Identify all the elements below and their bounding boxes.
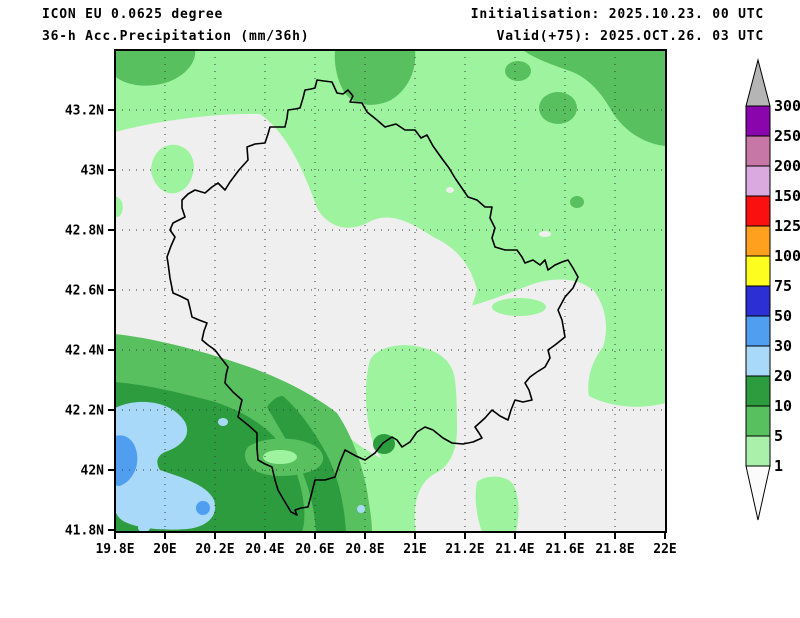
precip-dot-blue-lower <box>196 501 210 515</box>
colorbar: 300 250 200 150 125 100 75 50 30 20 10 5… <box>745 58 800 521</box>
precip-blob-north-small <box>505 61 531 81</box>
lat-axis-label: 42.2N <box>65 404 104 419</box>
colorbar-segment <box>745 105 771 137</box>
colorbar-segment <box>745 285 771 317</box>
colorbar-label: 10 <box>774 397 792 415</box>
dry-region-southeast <box>414 279 666 532</box>
lon-axis-label: 21.8E <box>595 542 634 557</box>
colorbar-label: 300 <box>774 97 800 115</box>
kosovo-border-outline <box>166 79 579 516</box>
precip-dot-blue-upper <box>218 418 228 426</box>
colorbar-label: 150 <box>774 187 800 205</box>
lon-axis-label: 21.6E <box>545 542 584 557</box>
colorbar-label: 30 <box>774 337 792 355</box>
colorbar-label: 50 <box>774 307 792 325</box>
lat-axis-label: 42.8N <box>65 224 104 239</box>
lon-axis-label: 22E <box>653 542 676 557</box>
precip-dot-blue-bottom <box>138 524 150 532</box>
dry-speck-1 <box>446 187 454 193</box>
header-valid-time: Valid(+75): 2025.OCT.26. 03 UTC <box>496 29 764 44</box>
header-model-title: ICON EU 0.0625 degree <box>42 7 224 22</box>
lon-axis-label: 20.4E <box>245 542 284 557</box>
precip-blob-north-tip <box>334 50 416 105</box>
colorbar-segment <box>745 135 771 167</box>
lon-axis-label: 20.8E <box>345 542 384 557</box>
colorbar-under-arrow <box>745 465 771 521</box>
colorbar-segment <box>745 255 771 287</box>
colorbar-segment <box>745 405 771 437</box>
precip-core-light-blue <box>115 401 216 530</box>
colorbar-label: 200 <box>774 157 800 175</box>
lon-axis-label: 20.2E <box>195 542 234 557</box>
precip-blob-top-left-corner <box>115 50 196 86</box>
colorbar-segment <box>745 225 771 257</box>
colorbar-segment <box>745 165 771 197</box>
colorbar-label: 100 <box>774 247 800 265</box>
colorbar-label: 5 <box>774 427 783 445</box>
lon-axis-label: 20.6E <box>295 542 334 557</box>
precip-dot-east <box>570 196 584 208</box>
colorbar-label: 75 <box>774 277 792 295</box>
precip-blob-top-right-corner <box>523 50 666 146</box>
precip-hole-light <box>263 450 297 464</box>
lon-axis-label: 21E <box>403 542 426 557</box>
lat-axis-label: 43N <box>81 164 105 179</box>
header-product-title: 36-h Acc.Precipitation (mm/36h) <box>42 29 310 44</box>
lat-axis-label: 42.4N <box>65 344 104 359</box>
lat-axis-label: 43.2N <box>65 104 104 119</box>
colorbar-over-arrow <box>745 58 771 107</box>
lon-axis-label: 20E <box>153 542 176 557</box>
lon-axis-label: 21.2E <box>445 542 484 557</box>
axis-ticks <box>108 109 666 539</box>
map-figure: 43.2N 43N 42.8N 42.6N 42.4N 42.2N 42N 41… <box>65 49 677 557</box>
colorbar-segment <box>745 195 771 227</box>
precip-blob-northeast <box>539 92 577 124</box>
header-init-time: Initialisation: 2025.10.23. 00 UTC <box>470 7 764 22</box>
precip-bump-west-edge <box>115 196 123 217</box>
colorbar-segment <box>745 315 771 347</box>
precip-tongue-bottom <box>475 476 519 532</box>
graticule <box>115 50 666 532</box>
precip-patch-east <box>492 298 546 316</box>
colorbar-segment <box>745 435 771 467</box>
colorbar-label: 250 <box>774 127 800 145</box>
colorbar-label: 1 <box>774 457 783 475</box>
lat-axis-label: 42N <box>81 464 105 479</box>
colorbar-label: 20 <box>774 367 792 385</box>
colorbar-segment <box>745 345 771 377</box>
dry-speck-2 <box>539 231 551 237</box>
colorbar-segment <box>745 375 771 407</box>
precip-patch-northwest <box>151 144 194 194</box>
lon-axis-label: 19.8E <box>95 542 134 557</box>
precip-core-medium-blue <box>115 435 138 486</box>
lat-axis-label: 42.6N <box>65 284 104 299</box>
precip-dot-blue-southeast <box>357 505 365 513</box>
lat-axis-label: 41.8N <box>65 524 104 539</box>
colorbar-label: 125 <box>774 217 800 235</box>
lon-axis-label: 21.4E <box>495 542 534 557</box>
